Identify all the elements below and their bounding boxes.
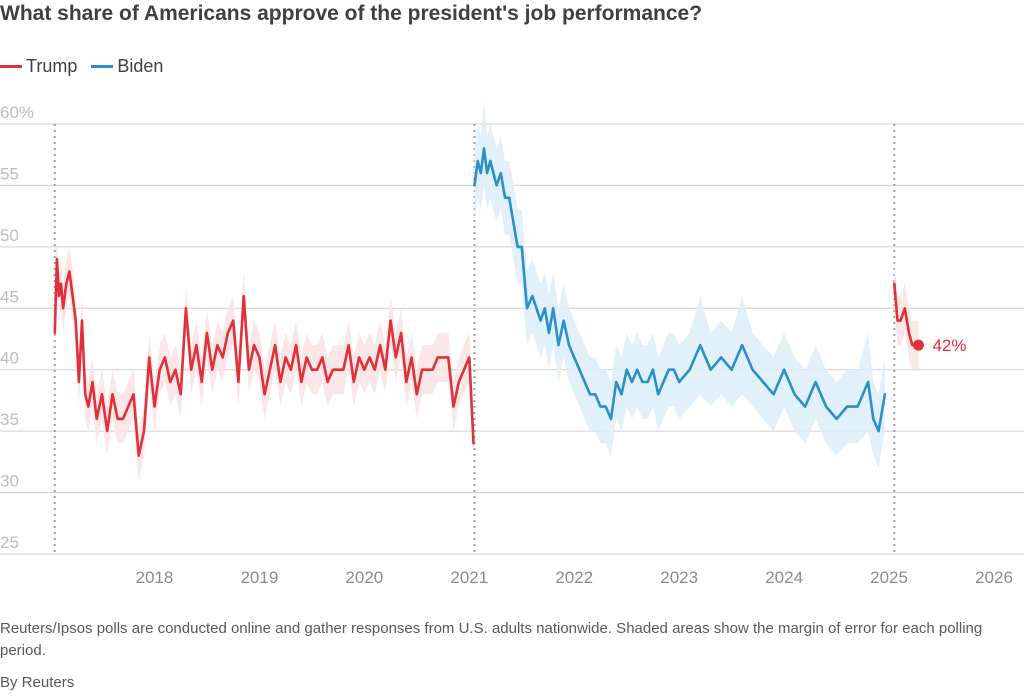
series-line-biden [473, 147, 887, 433]
footnote: Reuters/Ipsos polls are conducted online… [0, 620, 983, 659]
y-tick-label: 50 [0, 226, 19, 245]
y-tick-label: 45 [0, 287, 19, 306]
margin-band-biden [474, 99, 885, 469]
x-tick-label: 2023 [660, 568, 698, 587]
x-tick-label: 2019 [240, 568, 278, 587]
x-tick-label: 2024 [765, 568, 803, 587]
chart-title: What share of Americans approve of the p… [0, 2, 703, 25]
x-tick-label: 2025 [870, 568, 908, 587]
y-tick-label: 25 [0, 533, 19, 552]
approval-chart: 25 30 35 40 45 50 55 60% 2018 2019 2020 2021 2022 202… [0, 99, 1024, 587]
x-tick-label: 2018 [136, 568, 174, 587]
legend-swatch-trump [0, 65, 22, 68]
legend-label-biden: Biden [117, 56, 164, 76]
y-tick-label: 35 [0, 410, 19, 429]
x-tick-label: 2021 [450, 568, 488, 587]
x-tick-label: 2020 [345, 568, 383, 587]
x-tick-label: 2022 [555, 568, 593, 587]
x-tick-label: 2026 [975, 568, 1013, 587]
y-tick-label: 40 [0, 349, 19, 368]
y-tick-label: 60% [0, 103, 34, 122]
end-value-label: 42% [932, 336, 966, 355]
y-tick-label: 55 [0, 164, 19, 183]
credit: By Reuters [0, 674, 75, 691]
series-line-trump [53, 257, 475, 458]
legend-swatch-biden [91, 65, 114, 68]
legend-label-trump: Trump [26, 56, 78, 76]
legend-item-trump: Trump [0, 56, 77, 77]
end-point-marker [912, 339, 924, 351]
chart-legend: Trump Biden [0, 56, 177, 77]
y-tick-label: 30 [0, 472, 19, 491]
legend-item-biden: Biden [91, 56, 163, 77]
